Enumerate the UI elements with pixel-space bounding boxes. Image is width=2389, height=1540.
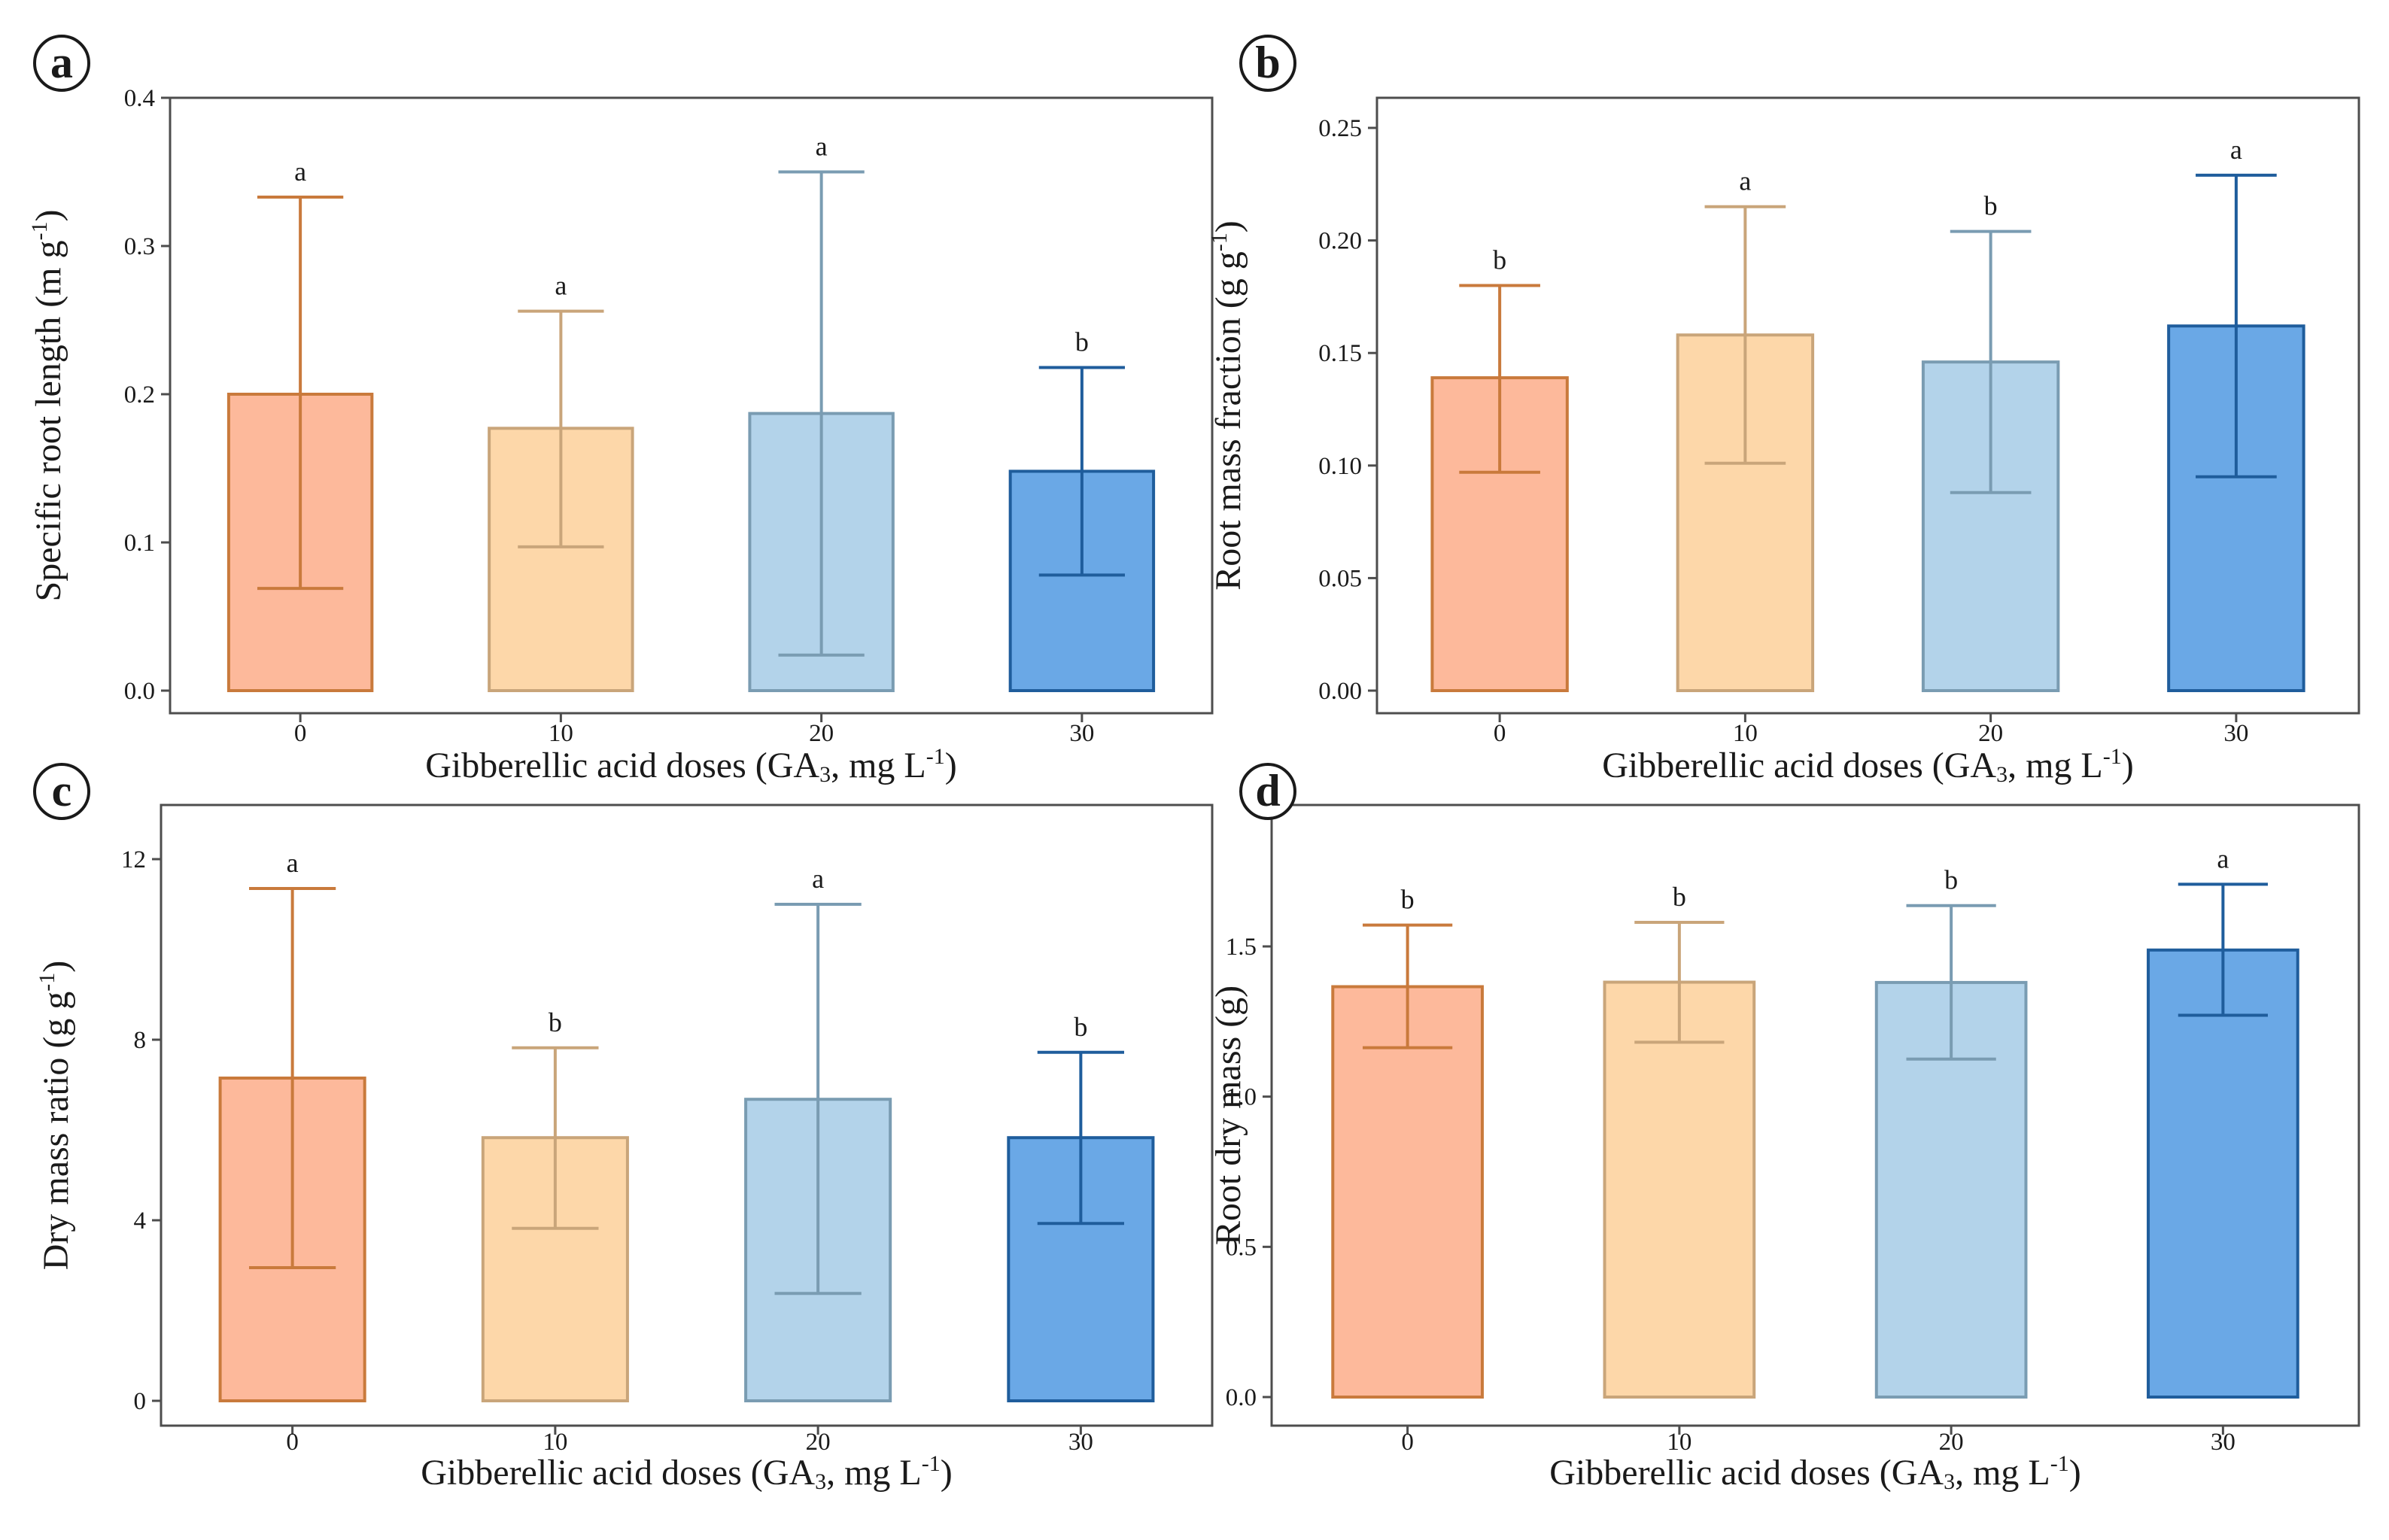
significance-label: a: [294, 156, 306, 187]
significance-label: b: [1673, 882, 1686, 912]
x-axis-label: Gibberellic acid doses (GA3, mg L-1): [421, 1451, 952, 1494]
panel-label: a: [50, 38, 73, 87]
panel-d: 0.0 0.5 1.0 1.5 b 0 b 10 b 20 a 30 Gibberellic acid …: [1208, 763, 2360, 1494]
y-tick-label: 0.10: [1318, 453, 1362, 480]
panel-b: 0.00 0.05 0.10 0.15 0.20 0.25 b 0 a 10 b 20 a 30 Gibbe…: [1207, 35, 2360, 787]
significance-label: b: [549, 1007, 562, 1037]
x-tick-label: 20: [1978, 720, 2003, 747]
x-tick-label: 20: [1939, 1429, 1964, 1456]
x-tick-label: 30: [1069, 720, 1094, 747]
bar: [1331, 985, 1484, 1399]
x-tick-label: 10: [1733, 720, 1758, 747]
y-tick-label: 0.4: [124, 85, 155, 112]
y-axis-label: Root mass fraction (g g-1): [1207, 220, 1248, 591]
panel-c: 0 4 8 12 a 0 b 10 a 20 b 30 Gibberellic acid doses (…: [33, 763, 1214, 1494]
x-tick-label: 10: [543, 1429, 567, 1456]
y-axis-label: Specific root length (m g-1): [27, 210, 68, 602]
plot-frame: [1270, 803, 2360, 1427]
significance-label: b: [1401, 885, 1415, 915]
x-tick-label: 30: [1068, 1429, 1093, 1456]
y-tick-label: 0.25: [1318, 115, 1362, 142]
y-tick-label: 0.20: [1318, 228, 1362, 255]
panel-a: 0.0 0.1 0.2 0.3 0.4 a 0 a 10 a 20 b 30 Gibberellic ac…: [27, 35, 1214, 787]
significance-label: a: [2230, 135, 2242, 165]
y-axis-label: Root dry mass (g): [1208, 986, 1248, 1245]
x-tick-label: 30: [2223, 720, 2248, 747]
y-tick-label: 0.3: [124, 233, 155, 260]
x-axis-label: Gibberellic acid doses (GA3, mg L-1): [1602, 744, 2133, 787]
panel-label-circle: [1239, 35, 1296, 92]
significance-label: b: [1984, 191, 1998, 221]
y-tick-label: 12: [121, 846, 146, 873]
x-tick-label: 20: [809, 720, 834, 747]
plot-frame: [1375, 96, 2360, 715]
y-tick-label: 0: [134, 1388, 147, 1415]
y-axis-label: Dry mass ratio (g g-1): [35, 961, 76, 1271]
y-tick-label: 0.0: [1226, 1384, 1257, 1411]
y-tick-label: 0.1: [124, 530, 155, 557]
y-tick-label: 1.0: [1226, 1084, 1257, 1111]
bar: [2147, 948, 2299, 1399]
significance-label: b: [1075, 327, 1089, 357]
y-tick-label: 4: [134, 1207, 147, 1235]
significance-label: a: [287, 848, 299, 878]
y-tick-label: 0.05: [1318, 565, 1362, 592]
significance-label: a: [1739, 166, 1751, 196]
x-axis-label: Gibberellic acid doses (GA3, mg L-1): [425, 744, 956, 787]
x-tick-label: 0: [286, 1429, 299, 1456]
y-tick-label: 0.5: [1226, 1234, 1257, 1261]
y-tick-label: 0.00: [1318, 678, 1362, 705]
x-tick-label: 20: [806, 1429, 831, 1456]
panel-label: b: [1255, 38, 1280, 87]
panel-label: d: [1255, 766, 1280, 816]
y-tick-label: 8: [134, 1027, 147, 1054]
x-axis-label: Gibberellic acid doses (GA3, mg L-1): [1549, 1451, 2080, 1494]
x-tick-label: 10: [1667, 1429, 1691, 1456]
significance-label: a: [816, 132, 828, 162]
x-tick-label: 0: [294, 720, 307, 747]
x-tick-label: 0: [1494, 720, 1506, 747]
panel-label-circle: [1239, 763, 1296, 820]
y-tick-label: 0.15: [1318, 340, 1362, 367]
significance-label: b: [1944, 865, 1958, 895]
x-tick-label: 0: [1401, 1429, 1414, 1456]
bar: [1603, 980, 1756, 1399]
plot-frame: [160, 803, 1214, 1427]
significance-label: a: [555, 271, 567, 301]
significance-label: a: [2217, 843, 2229, 873]
significance-label: a: [812, 864, 824, 894]
y-tick-label: 1.5: [1226, 934, 1257, 961]
significance-label: b: [1493, 245, 1506, 275]
x-tick-label: 10: [549, 720, 573, 747]
panel-label-circle: [33, 763, 90, 820]
significance-label: b: [1074, 1012, 1087, 1042]
panel-label: c: [52, 766, 72, 816]
plot-frame: [169, 96, 1214, 715]
panel-label-circle: [33, 35, 90, 92]
y-tick-label: 0.0: [124, 678, 155, 705]
y-tick-label: 0.2: [124, 381, 155, 409]
x-tick-label: 30: [2211, 1429, 2236, 1456]
